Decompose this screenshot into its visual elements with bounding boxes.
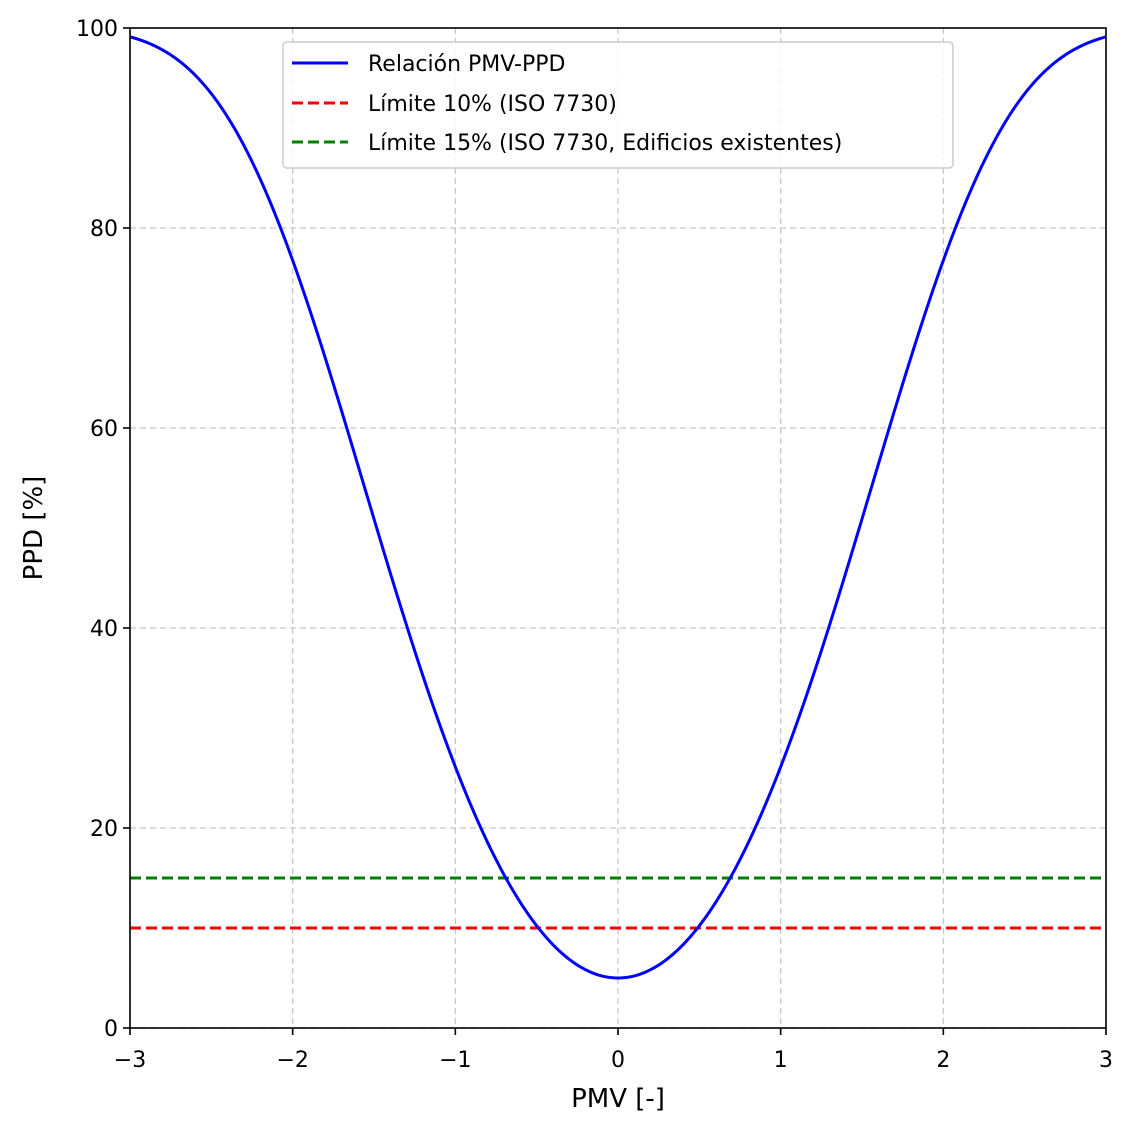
- legend: Relación PMV-PPD Límite 10% (ISO 7730) L…: [282, 41, 954, 169]
- ticks: −3 −2 −1 0 1 2 3 0 20 40 60 80 100: [76, 17, 1113, 1073]
- x-tick-label: −3: [114, 1048, 146, 1073]
- legend-box: [282, 41, 954, 169]
- x-tick-label: 2: [936, 1048, 950, 1073]
- y-tick-label: 60: [90, 417, 118, 442]
- y-tick-label: 40: [90, 617, 118, 642]
- x-tick-label: 1: [774, 1048, 788, 1073]
- x-tick-label: −1: [439, 1048, 471, 1073]
- series-line-relacion-pmv-ppd: [129, 35, 1107, 980]
- legend-label-limite-10: Límite 10% (ISO 7730): [368, 92, 617, 117]
- x-tick-label: −2: [276, 1048, 308, 1073]
- y-tick-label: 100: [76, 17, 118, 42]
- x-axis-label: PMV [-]: [571, 1084, 665, 1114]
- series-layer: [129, 35, 1107, 980]
- legend-label-relacion-pmv-ppd: Relación PMV-PPD: [368, 52, 565, 77]
- x-tick-label: 3: [1099, 1048, 1113, 1073]
- legend-label-limite-15: Límite 15% (ISO 7730, Edificios existent…: [368, 131, 842, 156]
- y-tick-label: 20: [90, 817, 118, 842]
- y-axis-label: PPD [%]: [19, 476, 49, 581]
- y-tick-label: 0: [104, 1017, 118, 1042]
- y-tick-label: 80: [90, 217, 118, 242]
- x-tick-label: 0: [611, 1048, 625, 1073]
